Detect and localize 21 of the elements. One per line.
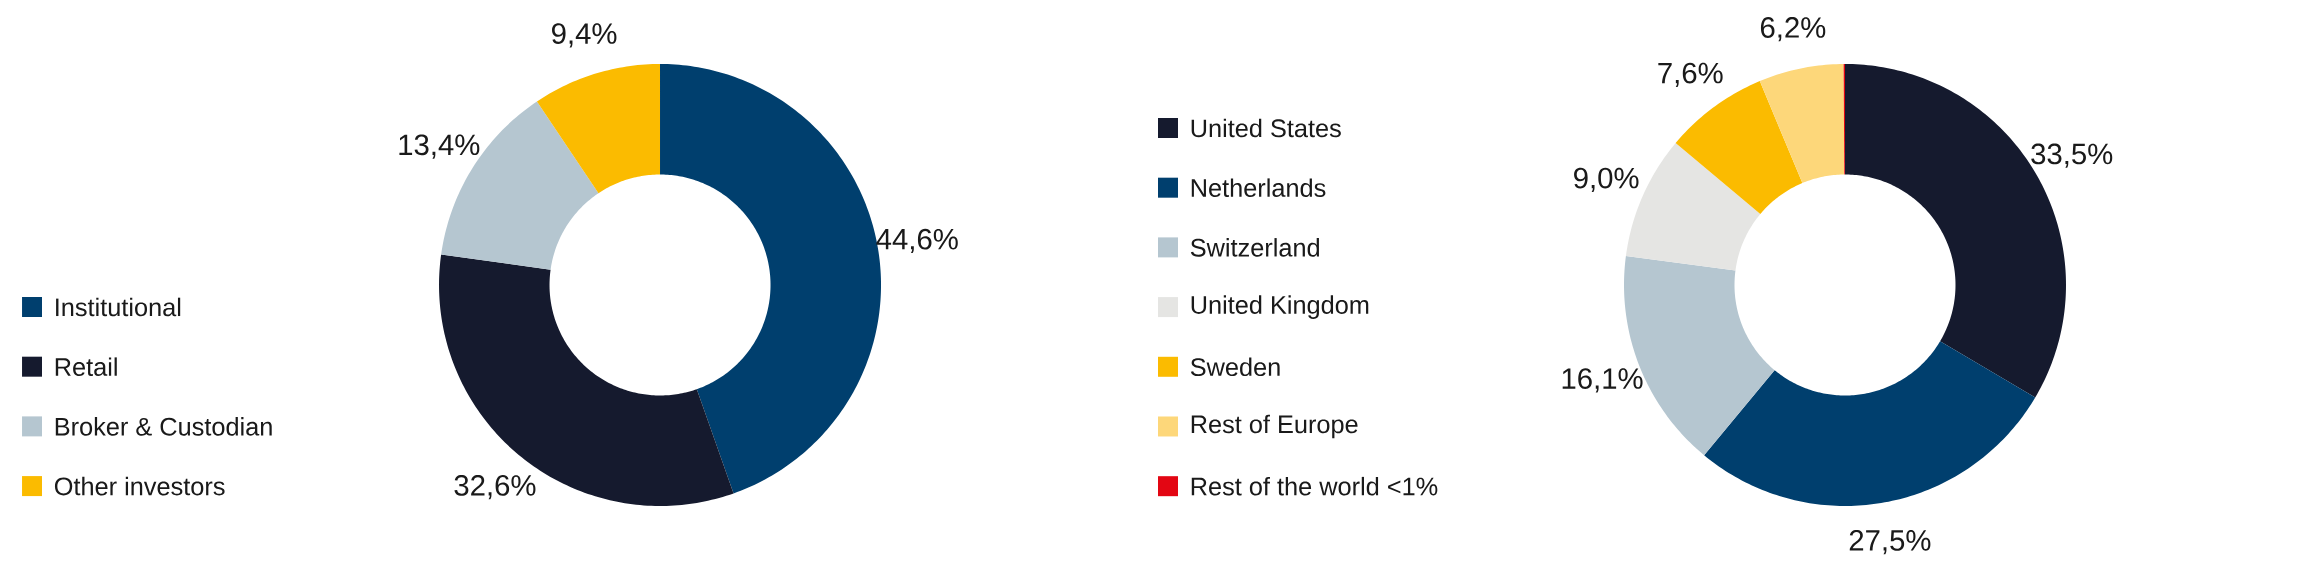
data-label: 44,6% (876, 228, 958, 254)
data-label: 9,0% (1574, 167, 1639, 192)
data-label: 13,4% (399, 134, 480, 159)
legend-label: Broker & Custodian (55, 417, 272, 436)
legend-label: United States (1191, 118, 1341, 138)
data-label: 6,2% (1760, 17, 1826, 42)
legend-label: Rest of Europe (1191, 414, 1358, 439)
data-label: 33,5% (2031, 143, 2113, 168)
legend-label: Retail (55, 357, 117, 376)
data-label: 16,1% (1562, 368, 1643, 393)
legend-label: Switzerland (1190, 238, 1319, 257)
data-label: 27,5% (1849, 529, 1931, 555)
legend-label: Sweden (1190, 357, 1280, 377)
legend-label: United Kingdom (1191, 295, 1369, 319)
legend-label: Institutional (56, 297, 181, 317)
legend-label: Rest of the world <1% (1191, 476, 1438, 496)
data-label: 32,6% (454, 475, 536, 500)
data-label: 7,6% (1658, 62, 1723, 87)
legend-label: Other investors (54, 476, 225, 496)
legend-label: Netherlands (1191, 178, 1326, 197)
data-label: 9,4% (552, 23, 617, 48)
